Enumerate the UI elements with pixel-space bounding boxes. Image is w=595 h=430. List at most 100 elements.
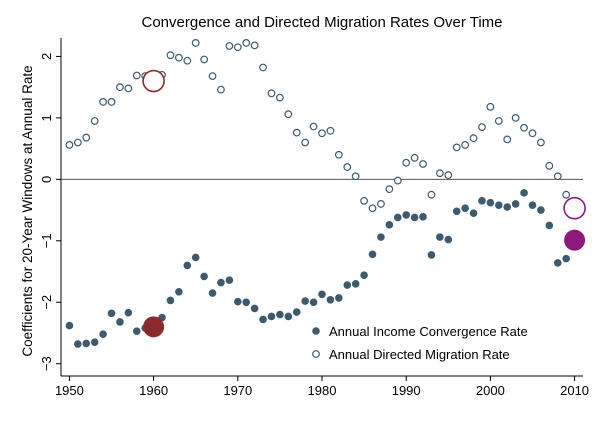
convergence-point bbox=[528, 201, 537, 209]
migration-point bbox=[351, 172, 360, 181]
migration-point bbox=[444, 171, 453, 179]
migration-point bbox=[368, 204, 377, 213]
highlight-hollow-point bbox=[563, 196, 586, 220]
convergence-point bbox=[520, 189, 528, 197]
convergence-point bbox=[486, 198, 495, 207]
convergence-point bbox=[191, 253, 200, 262]
convergence-point bbox=[208, 289, 217, 297]
x-tick-label: 2010 bbox=[560, 383, 589, 398]
migration-point bbox=[82, 133, 91, 142]
convergence-point bbox=[124, 308, 133, 317]
migration-point bbox=[301, 138, 310, 147]
convergence-point bbox=[301, 297, 309, 305]
legend-marker-migration bbox=[312, 350, 320, 358]
convergence-point bbox=[393, 213, 402, 222]
migration-point bbox=[419, 160, 427, 168]
convergence-point bbox=[166, 296, 175, 305]
migration-point bbox=[461, 141, 470, 149]
convergence-point bbox=[452, 207, 461, 216]
convergence-point bbox=[326, 295, 335, 304]
migration-point bbox=[200, 55, 209, 64]
migration-point bbox=[469, 134, 478, 143]
migration-point bbox=[427, 190, 436, 199]
convergence-point bbox=[99, 330, 107, 339]
migration-point bbox=[452, 143, 461, 152]
migration-point bbox=[208, 72, 217, 81]
migration-point bbox=[334, 150, 343, 159]
convergence-point bbox=[225, 276, 234, 284]
convergence-point bbox=[276, 310, 284, 319]
x-tick-label: 1960 bbox=[139, 383, 168, 398]
convergence-point bbox=[545, 221, 554, 230]
x-tick-label: 1990 bbox=[392, 383, 421, 398]
legend: Annual Income Convergence Rate Annual Dir… bbox=[312, 324, 528, 362]
migration-point bbox=[90, 117, 99, 125]
convergence-point bbox=[402, 211, 410, 219]
convergence-point bbox=[284, 312, 293, 321]
y-tick-label: 2 bbox=[39, 53, 54, 60]
x-tick-label: 1980 bbox=[308, 383, 337, 398]
convergence-point bbox=[553, 259, 562, 267]
migration-point bbox=[250, 41, 259, 50]
migration-point bbox=[511, 113, 520, 122]
y-tick-label: −1 bbox=[39, 233, 54, 248]
convergence-point bbox=[65, 321, 74, 330]
migration-point bbox=[360, 196, 368, 205]
migration-point bbox=[107, 98, 116, 106]
convergence-point bbox=[385, 221, 394, 229]
migration-point bbox=[435, 169, 444, 178]
axes-layer: −3 −2 −1 0 1 2 1950 1960 1970 1980 1990 2000 2010 bbox=[39, 38, 589, 398]
convergence-point bbox=[82, 339, 91, 348]
migration-point bbox=[99, 98, 107, 106]
legend-marker-convergence bbox=[312, 327, 320, 335]
convergence-point bbox=[436, 233, 444, 241]
legend-label: Annual Directed Migration Rate bbox=[329, 347, 510, 362]
convergence-point bbox=[200, 272, 208, 281]
migration-point bbox=[562, 190, 571, 199]
migration-point bbox=[191, 39, 200, 47]
migration-point bbox=[537, 138, 545, 147]
convergence-point bbox=[335, 294, 343, 302]
convergence-point bbox=[259, 315, 267, 324]
migration-point bbox=[267, 89, 276, 98]
convergence-point bbox=[537, 206, 545, 214]
migration-point bbox=[73, 138, 82, 147]
migration-point bbox=[318, 129, 326, 138]
convergence-point bbox=[368, 250, 377, 259]
convergence-point bbox=[234, 297, 242, 306]
migration-point bbox=[259, 63, 267, 72]
convergence-point bbox=[116, 318, 124, 326]
migration-point bbox=[494, 117, 503, 125]
y-tick-label: 1 bbox=[39, 114, 54, 121]
convergence-point bbox=[74, 340, 82, 348]
migration-point bbox=[276, 93, 284, 102]
migration-point bbox=[309, 122, 318, 131]
convergence-point bbox=[90, 338, 99, 347]
migration-point bbox=[520, 123, 528, 132]
x-tick-label: 1970 bbox=[223, 383, 252, 398]
convergence-point bbox=[351, 280, 360, 288]
migration-point bbox=[116, 83, 124, 92]
migration-point bbox=[183, 56, 192, 65]
convergence-point bbox=[478, 197, 486, 205]
migration-point bbox=[486, 102, 495, 111]
migration-point bbox=[553, 172, 562, 181]
convergence-point bbox=[267, 312, 276, 321]
highlight-filled-point bbox=[143, 316, 165, 338]
y-tick-label: 0 bbox=[39, 176, 54, 183]
migration-point bbox=[174, 53, 183, 62]
convergence-point bbox=[410, 213, 419, 222]
y-tick-label: −2 bbox=[39, 295, 54, 310]
convergence-point bbox=[503, 203, 512, 211]
migration-point bbox=[225, 42, 234, 50]
convergence-point bbox=[292, 308, 301, 316]
chart-title: Convergence and Directed Migration Rates… bbox=[142, 14, 503, 31]
highlight-hollow-point bbox=[142, 69, 165, 93]
y-tick-label: −3 bbox=[39, 356, 54, 371]
convergence-point bbox=[360, 271, 368, 280]
migration-point bbox=[233, 43, 242, 52]
legend-label: Annual Income Convergence Rate bbox=[329, 324, 528, 339]
convergence-point bbox=[343, 281, 352, 289]
